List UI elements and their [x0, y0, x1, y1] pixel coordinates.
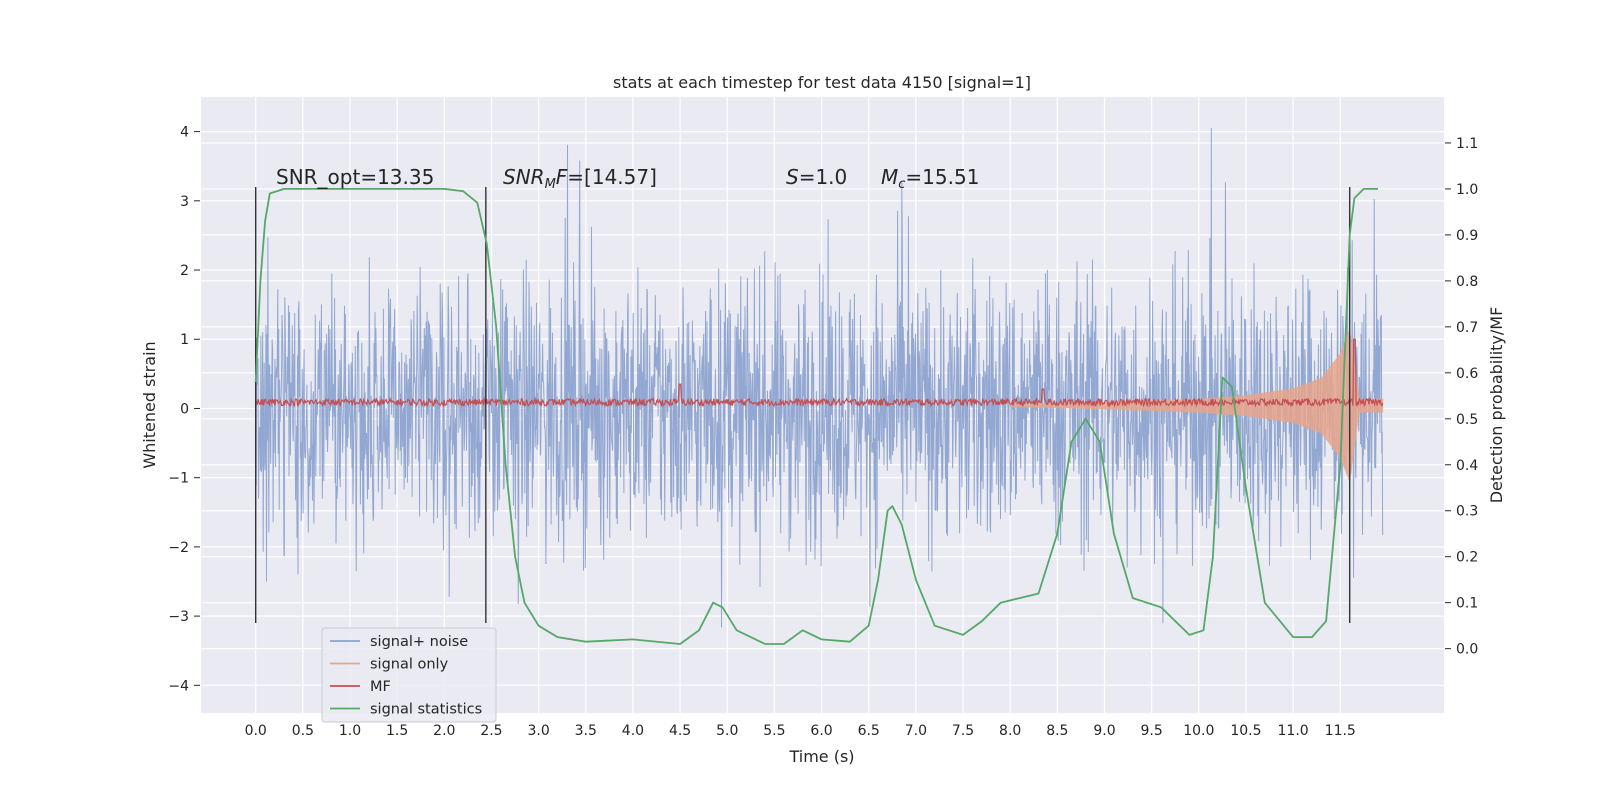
x-tick-label: 8.5 [1046, 723, 1068, 739]
snr-mf-value: =[14.57] [567, 165, 657, 189]
y2-tick-label: 1.1 [1456, 136, 1478, 152]
annotation-s: S=1.0 [786, 165, 847, 189]
legend-label-mf: MF [370, 679, 391, 695]
y2-tick-label: 0.8 [1456, 274, 1478, 290]
y-tick-label: 4 [180, 125, 189, 141]
mf-series [255, 338, 1384, 408]
s-name: S [786, 165, 799, 189]
x-tick-label: 8.0 [999, 723, 1021, 739]
y-tick-labels: −4 −3 −2 −1 0 1 2 3 4 [168, 125, 200, 694]
x-tick-label: 0.5 [292, 723, 314, 739]
y2-tick-labels: 0.0 0.1 0.2 0.3 0.4 0.5 0.6 0.7 0.8 0.9 1.0 1.1 [1445, 136, 1478, 658]
y-tick-label: −3 [168, 609, 189, 625]
snr-mf-subscript: M [545, 177, 556, 192]
mc-subscript: c [898, 177, 905, 192]
x-tick-label: 6.0 [810, 723, 832, 739]
y-tick-label: −1 [168, 471, 189, 487]
x-tick-label: 1.0 [339, 723, 361, 739]
y2-tick-label: 1.0 [1456, 182, 1478, 198]
legend-label-signal-statistics: signal statistics [370, 702, 482, 718]
mf-line [255, 338, 1384, 408]
x-tick-label: 2.0 [433, 723, 455, 739]
legend-label-signal-only: signal only [370, 657, 449, 673]
x-tick-label: 7.0 [905, 723, 927, 739]
signal-only-line [1009, 329, 1384, 482]
y2-tick-label: 0.1 [1456, 596, 1478, 612]
x-tick-label: 9.5 [1141, 723, 1163, 739]
x-tick-label: 10.0 [1183, 723, 1214, 739]
y2-tick-label: 0.9 [1456, 228, 1478, 244]
y2-axis-label: Detection probability/MF [1487, 307, 1506, 504]
x-tick-label: 5.5 [763, 723, 785, 739]
x-tick-label: 4.5 [669, 723, 691, 739]
x-tick-label: 2.5 [480, 723, 502, 739]
y2-tick-label: 0.0 [1456, 642, 1478, 658]
x-tick-labels: 0.0 0.5 1.0 1.5 2.0 2.5 3.0 3.5 4.0 4.5 5.0 5.5 6.0 6… [245, 723, 1356, 739]
legend-box [321, 627, 497, 723]
x-tick-label: 11.0 [1278, 723, 1309, 739]
snr-mf-tail: F [556, 165, 568, 189]
y-tick-label: −2 [168, 540, 189, 556]
x-tick-label: 9.0 [1093, 723, 1115, 739]
signal-noise-line [255, 128, 1384, 628]
x-axis-label: Time (s) [788, 747, 854, 766]
y2-tick-label: 0.4 [1456, 458, 1478, 474]
y-tick-label: −4 [168, 678, 189, 694]
mc-value: =15.51 [905, 165, 979, 189]
y2-tick-label: 0.3 [1456, 504, 1478, 520]
x-tick-label: 7.5 [952, 723, 974, 739]
vertical-markers [254, 186, 1351, 624]
mc-name: M [881, 165, 898, 189]
chart-title: stats at each timestep for test data 415… [613, 73, 1031, 92]
x-tick-label: 5.0 [716, 723, 738, 739]
y2-tick-label: 0.5 [1456, 412, 1478, 428]
signal-noise-series [255, 128, 1384, 628]
y-tick-label: 2 [180, 263, 189, 279]
y2-tick-label: 0.6 [1456, 366, 1478, 382]
y2-tick-label: 0.2 [1456, 550, 1478, 566]
x-tick-label: 1.5 [386, 723, 408, 739]
x-tick-label: 4.0 [622, 723, 644, 739]
legend: signal+ noise signal only MF signal stat… [321, 627, 497, 723]
y2-tick-label: 0.7 [1456, 320, 1478, 336]
x-tick-label: 11.5 [1325, 723, 1356, 739]
x-tick-label: 3.5 [575, 723, 597, 739]
x-tick-label: 6.5 [858, 723, 880, 739]
y-axis-label: Whitened strain [140, 341, 159, 468]
x-tick-label: 3.0 [527, 723, 549, 739]
annotation-snr-mf: SNRMF=[14.57] [503, 165, 657, 192]
y-tick-label: 3 [180, 194, 189, 210]
y-tick-label: 1 [180, 332, 189, 348]
signal-statistics-line [254, 188, 1378, 645]
x-tick-label: 0.0 [245, 723, 267, 739]
y-tick-label: 0 [180, 401, 189, 417]
annotation-mc: Mc=15.51 [881, 165, 979, 192]
legend-label-signal-noise: signal+ noise [370, 634, 468, 650]
x-tick-label: 10.5 [1230, 723, 1261, 739]
snr-mf-name: SNR [503, 165, 545, 189]
signal-only-series [1009, 329, 1384, 482]
signal-statistics-series [254, 188, 1378, 645]
annotation-snr-opt: SNR_opt=13.35 [276, 165, 434, 189]
s-value: =1.0 [799, 165, 848, 189]
